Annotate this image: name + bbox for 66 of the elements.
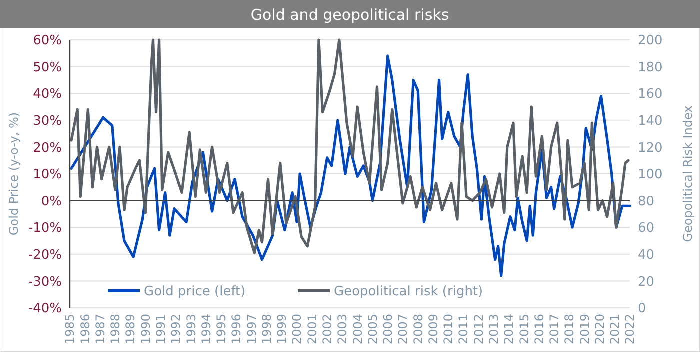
- x-tick-label: 1990: [138, 314, 153, 345]
- x-tick-label: 2019: [578, 314, 592, 345]
- x-tick-label: 2001: [305, 314, 320, 345]
- x-tick-label: 1998: [260, 314, 274, 345]
- x-tick-label: 1986: [78, 314, 92, 345]
- y-tick-label: -30%: [28, 274, 62, 290]
- y-tick-label: -10%: [28, 221, 62, 236]
- x-tick-label: 2010: [442, 314, 456, 345]
- x-tick-label: 1987: [93, 314, 108, 345]
- x-tick-label: 2009: [426, 314, 440, 345]
- x-tick-label: 2007: [396, 314, 410, 345]
- y2-tick-label: 20: [638, 274, 655, 290]
- x-tick-label: 2012: [472, 314, 486, 345]
- y2-tick-label: 60: [638, 221, 655, 236]
- x-tick-label: 2013: [486, 314, 501, 345]
- x-tick-label: 1999: [275, 314, 290, 345]
- x-tick-label: 2022: [623, 314, 638, 345]
- x-tick-label: 1988: [108, 314, 123, 345]
- x-tick-label: 2016: [532, 314, 546, 345]
- y-tick-label: 20%: [33, 140, 62, 156]
- x-tick-label: 2002: [320, 314, 334, 345]
- x-tick-label: 1996: [230, 314, 244, 345]
- x-tick-label: 2020: [592, 314, 607, 345]
- x-tick-label: 1995: [214, 314, 229, 345]
- y-axis-title: Gold Price (y-o-y, %): [7, 112, 22, 236]
- y2-tick-label: 0: [638, 302, 646, 317]
- x-tick-label: 2017: [548, 314, 562, 345]
- y2-tick-label: 120: [638, 140, 663, 156]
- y-tick-label: 10%: [33, 168, 62, 183]
- x-tick-label: 2018: [562, 314, 577, 345]
- chart-title: Gold and geopolitical risks: [250, 6, 450, 24]
- x-tick-label: 1992: [169, 314, 184, 345]
- y-tick-label: 40%: [33, 87, 62, 102]
- x-tick-label: 2011: [456, 314, 471, 345]
- line-series: [70, 38, 630, 254]
- y2-tick-label: 100: [638, 168, 663, 183]
- y-tick-label: 50%: [33, 60, 62, 76]
- x-tick-label: 2015: [517, 314, 532, 345]
- x-tick-label: 1994: [199, 314, 214, 345]
- y2-tick-label: 40: [638, 248, 655, 263]
- x-tick-label: 1991: [154, 314, 168, 345]
- x-tick-label: 2014: [502, 314, 516, 345]
- x-tick-label: 2003: [336, 314, 350, 345]
- x-tick-label: 2006: [381, 314, 396, 345]
- y2-axis-title: Geopolitical Risk Index: [681, 106, 696, 242]
- y-tick-label: 60%: [33, 34, 62, 49]
- y-tick-label: -20%: [28, 248, 62, 263]
- y2-tick-label: 80: [638, 194, 655, 210]
- x-tick-label: 2004: [350, 314, 365, 345]
- x-tick-label: 1985: [63, 314, 78, 345]
- y-tick-label: 0%: [41, 194, 62, 210]
- x-tick-label: 1993: [184, 314, 198, 345]
- x-tick-label: 2021: [608, 314, 622, 345]
- y2-tick-label: 200: [638, 34, 663, 49]
- y-tick-label: -40%: [28, 302, 62, 317]
- y2-tick-label: 160: [638, 87, 663, 102]
- y-tick-label: 30%: [33, 114, 62, 129]
- x-tick-label: 2008: [411, 314, 426, 345]
- y2-tick-label: 140: [638, 114, 663, 129]
- x-tick-label: 1989: [124, 314, 138, 345]
- legend-label: Geopolitical risk (right): [334, 284, 484, 300]
- x-tick-label: 1997: [244, 314, 259, 345]
- y2-tick-label: 180: [638, 60, 663, 76]
- legend-label: Gold price (left): [144, 284, 246, 300]
- x-tick-label: 2000: [290, 314, 304, 345]
- x-tick-label: 2005: [366, 314, 380, 345]
